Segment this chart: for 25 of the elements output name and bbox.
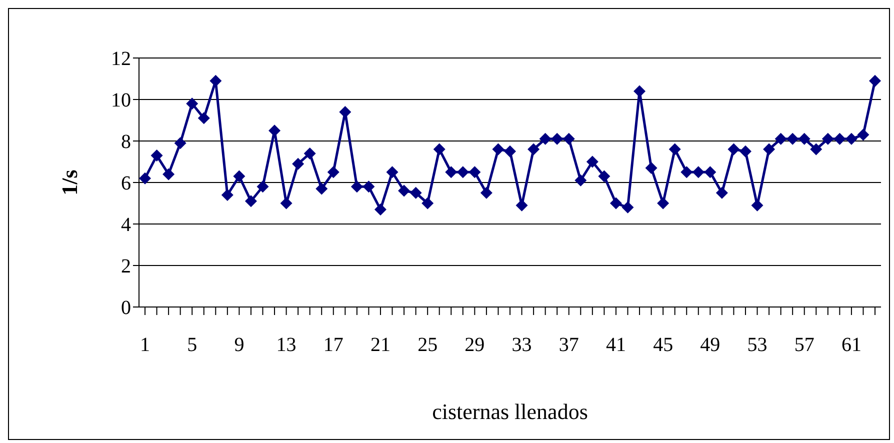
x-tick-label: 13 xyxy=(276,334,296,356)
x-tick-label: 37 xyxy=(558,334,579,356)
y-tick-label: 12 xyxy=(111,48,131,70)
y-tick-label: 4 xyxy=(121,214,131,236)
x-tick-label: 53 xyxy=(747,334,768,356)
y-tick-label: 8 xyxy=(121,131,131,154)
x-tick-label: 61 xyxy=(841,334,862,356)
x-tick-label: 33 xyxy=(512,334,532,356)
y-tick-label: 2 xyxy=(121,256,131,278)
x-tick-label: 25 xyxy=(418,334,438,356)
x-tick-label: 41 xyxy=(606,334,626,356)
y-tick-label: 10 xyxy=(111,90,131,112)
x-tick-label: 1 xyxy=(140,334,150,356)
x-tick-label: 45 xyxy=(653,334,674,356)
x-tick-label: 49 xyxy=(700,334,720,356)
x-tick-label: 9 xyxy=(234,334,244,356)
x-tick-label: 29 xyxy=(464,334,485,356)
x-tick-label: 5 xyxy=(187,334,198,356)
y-tick-label: 0 xyxy=(121,297,131,320)
x-tick-label: 17 xyxy=(323,334,344,356)
x-tick-label: 21 xyxy=(370,334,390,356)
x-axis-title: cisternas llenados xyxy=(432,399,588,424)
y-tick-label: 6 xyxy=(121,172,131,195)
x-tick-label: 57 xyxy=(794,334,814,356)
y-axis-title: 1/s xyxy=(56,169,82,196)
